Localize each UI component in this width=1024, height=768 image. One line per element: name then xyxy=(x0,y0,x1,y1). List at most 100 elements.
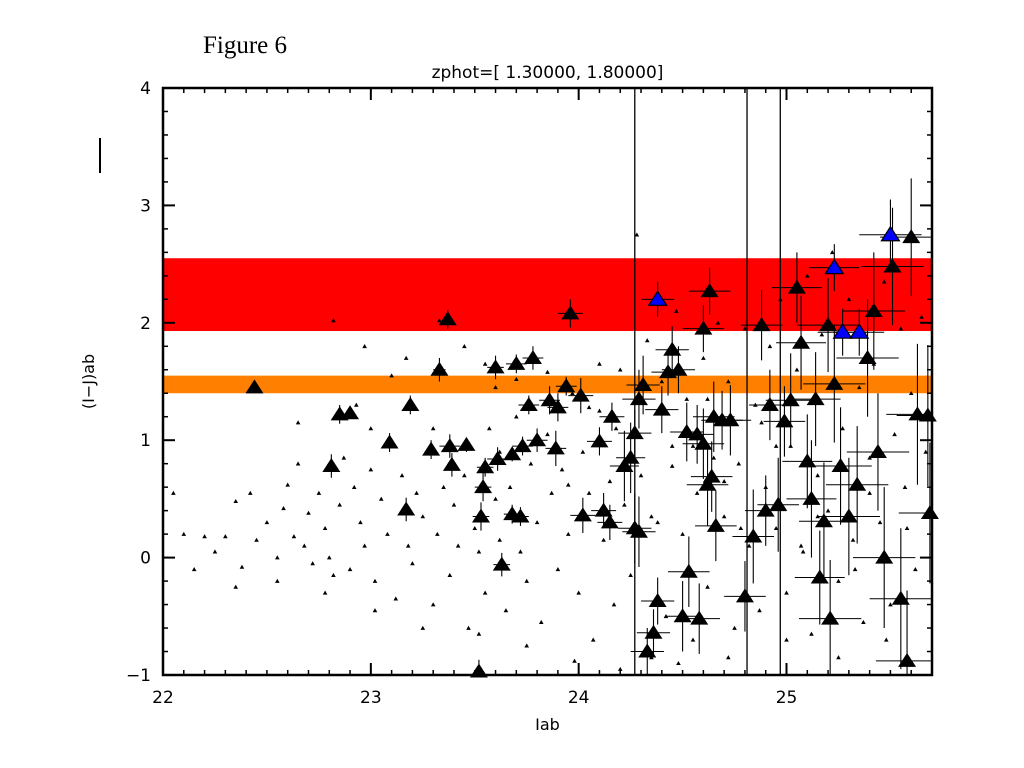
data-point xyxy=(760,396,779,411)
small-point xyxy=(337,502,342,507)
small-point xyxy=(784,590,789,595)
small-point xyxy=(281,505,286,511)
small-point xyxy=(742,326,748,331)
data-point xyxy=(821,610,840,625)
data-point xyxy=(590,433,609,448)
data-point xyxy=(858,350,877,365)
data-point xyxy=(700,283,719,298)
small-point xyxy=(690,637,696,642)
small-point xyxy=(430,426,436,431)
small-point xyxy=(549,490,554,495)
small-point xyxy=(809,631,814,636)
small-point xyxy=(644,338,650,343)
small-point xyxy=(435,531,440,536)
data-point xyxy=(474,479,493,494)
small-point xyxy=(528,461,534,466)
small-point xyxy=(800,549,806,554)
small-point xyxy=(455,543,461,548)
small-point xyxy=(487,426,492,431)
data-point xyxy=(832,323,853,339)
small-point xyxy=(711,455,717,460)
small-point xyxy=(285,482,291,487)
y-tick-label: 1 xyxy=(140,431,151,451)
small-point xyxy=(726,655,731,660)
small-point xyxy=(191,567,197,572)
small-point xyxy=(655,520,660,525)
small-point xyxy=(576,590,581,595)
data-point xyxy=(476,459,495,474)
small-point xyxy=(794,367,800,372)
small-point xyxy=(310,561,315,566)
small-point xyxy=(399,473,405,478)
data-point xyxy=(561,305,580,320)
figure-label: Figure 6 xyxy=(203,32,288,59)
data-point xyxy=(492,556,511,571)
small-point xyxy=(462,473,467,478)
data-point xyxy=(401,396,420,411)
data-point xyxy=(839,508,858,523)
data-point xyxy=(422,441,441,456)
small-point xyxy=(746,543,752,548)
data-point xyxy=(380,434,399,449)
data-point xyxy=(594,502,613,517)
small-point xyxy=(462,343,467,349)
small-point xyxy=(888,602,893,607)
small-point xyxy=(663,614,669,619)
small-point xyxy=(601,537,606,542)
small-point xyxy=(322,525,328,531)
data-point xyxy=(625,425,644,440)
data-point xyxy=(735,588,754,603)
y-tick-label: 0 xyxy=(140,549,151,569)
small-point xyxy=(233,498,239,504)
data-point xyxy=(694,435,713,450)
data-point xyxy=(519,396,538,411)
vertical-lines xyxy=(634,88,781,675)
small-point xyxy=(881,279,887,284)
data-point xyxy=(677,423,696,438)
small-point xyxy=(649,514,654,519)
small-point xyxy=(368,426,374,431)
data-point xyxy=(397,501,416,516)
data-point xyxy=(848,476,867,491)
small-point xyxy=(634,232,640,237)
small-point xyxy=(414,490,419,495)
small-point xyxy=(451,502,457,507)
small-point xyxy=(570,390,575,396)
x-tick-label: 23 xyxy=(360,688,382,708)
small-point xyxy=(597,408,602,413)
data-point xyxy=(629,523,648,538)
small-point xyxy=(362,343,367,349)
small-point xyxy=(545,432,550,437)
small-point xyxy=(715,320,721,325)
small-point xyxy=(347,567,353,572)
data-point xyxy=(548,399,567,414)
small-point xyxy=(590,637,596,642)
small-point xyxy=(565,482,571,487)
y-tick-label: 2 xyxy=(140,314,151,334)
data-point xyxy=(663,341,682,356)
data-point xyxy=(442,456,461,471)
data-point xyxy=(511,508,530,523)
small-point xyxy=(538,619,544,624)
small-point xyxy=(341,455,347,460)
data-point xyxy=(902,229,921,244)
small-point xyxy=(437,318,442,323)
small-point xyxy=(607,478,613,484)
small-point xyxy=(466,625,471,630)
small-point xyxy=(372,608,378,613)
small-point xyxy=(804,273,810,278)
small-point xyxy=(684,396,690,401)
data-point xyxy=(644,624,663,639)
data-point xyxy=(546,440,565,455)
data-point xyxy=(849,323,870,339)
data-point xyxy=(557,378,576,393)
small-point xyxy=(565,531,571,536)
small-point xyxy=(815,473,820,478)
small-point xyxy=(617,666,623,671)
small-point xyxy=(721,478,727,484)
small-point xyxy=(331,318,336,323)
small-point xyxy=(316,490,322,495)
small-point xyxy=(351,484,357,489)
small-point xyxy=(694,490,700,495)
small-point xyxy=(476,549,482,554)
